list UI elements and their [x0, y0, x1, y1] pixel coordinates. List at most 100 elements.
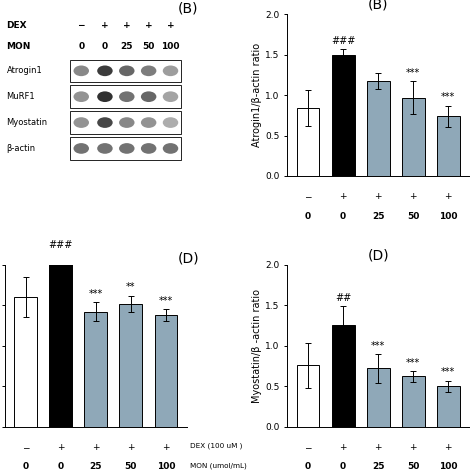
Ellipse shape: [97, 65, 113, 76]
Text: 100: 100: [439, 211, 457, 220]
Bar: [297, 365, 319, 427]
Text: 0: 0: [58, 462, 64, 471]
Title: (D): (D): [367, 248, 389, 262]
Text: ***: ***: [159, 296, 173, 306]
Text: +: +: [101, 21, 109, 30]
Text: DEX (100 uM ): DEX (100 uM ): [191, 443, 243, 449]
Bar: [332, 325, 355, 427]
Bar: [70, 60, 182, 82]
Text: +: +: [145, 21, 153, 30]
Text: −: −: [78, 21, 85, 30]
Text: 0: 0: [305, 462, 311, 471]
Text: +: +: [445, 443, 452, 452]
Y-axis label: Atrogin1/β-actin ratio: Atrogin1/β-actin ratio: [252, 43, 262, 147]
Text: ###: ###: [49, 240, 73, 250]
Text: ***: ***: [406, 357, 420, 367]
Text: 50: 50: [407, 462, 419, 471]
Text: 25: 25: [372, 211, 384, 220]
Text: MON: MON: [7, 42, 31, 51]
Text: 0: 0: [78, 42, 84, 51]
Text: ***: ***: [89, 289, 103, 299]
Text: 0: 0: [305, 211, 311, 220]
Ellipse shape: [163, 143, 178, 154]
Text: 25: 25: [90, 462, 102, 471]
Bar: [332, 55, 355, 176]
Text: ###: ###: [331, 36, 356, 46]
Ellipse shape: [73, 117, 89, 128]
Text: 0: 0: [102, 42, 108, 51]
Text: 50: 50: [143, 42, 155, 51]
Text: DEX: DEX: [7, 21, 27, 30]
Text: ***: ***: [371, 341, 385, 351]
Title: (B): (B): [368, 0, 388, 12]
Bar: [84, 312, 107, 427]
Text: MON (umol/mL): MON (umol/mL): [191, 462, 247, 469]
Ellipse shape: [73, 65, 89, 76]
Y-axis label: Myostatin/β -actin ratio: Myostatin/β -actin ratio: [252, 289, 262, 403]
Text: 100: 100: [156, 462, 175, 471]
Bar: [402, 376, 425, 427]
Text: 0: 0: [23, 462, 29, 471]
Ellipse shape: [163, 117, 178, 128]
Ellipse shape: [141, 91, 156, 102]
Text: MuRF1: MuRF1: [7, 92, 35, 101]
Text: +: +: [167, 21, 174, 30]
Text: ***: ***: [441, 367, 456, 377]
Text: +: +: [339, 443, 347, 452]
Ellipse shape: [73, 91, 89, 102]
Text: 100: 100: [439, 462, 457, 471]
Text: 50: 50: [407, 211, 419, 220]
Text: Atrogin1: Atrogin1: [7, 66, 42, 75]
Bar: [70, 85, 182, 108]
Bar: [437, 116, 460, 176]
Text: β-actin: β-actin: [7, 144, 36, 153]
Bar: [14, 297, 37, 427]
Text: 0: 0: [340, 211, 346, 220]
Text: +: +: [123, 21, 131, 30]
Text: +: +: [127, 443, 135, 452]
Ellipse shape: [163, 91, 178, 102]
Bar: [155, 315, 177, 427]
Text: (B): (B): [178, 1, 198, 15]
Text: +: +: [445, 192, 452, 201]
Ellipse shape: [119, 65, 135, 76]
Text: ***: ***: [441, 92, 456, 102]
Bar: [437, 386, 460, 427]
Bar: [70, 111, 182, 134]
Text: +: +: [339, 192, 347, 201]
Text: **: **: [126, 283, 136, 292]
Ellipse shape: [141, 143, 156, 154]
Bar: [119, 304, 142, 427]
Ellipse shape: [73, 143, 89, 154]
Text: 0: 0: [340, 462, 346, 471]
Bar: [70, 137, 182, 160]
Text: −: −: [304, 443, 312, 452]
Ellipse shape: [141, 117, 156, 128]
Ellipse shape: [119, 91, 135, 102]
Text: 50: 50: [125, 462, 137, 471]
Bar: [367, 82, 390, 176]
Text: −: −: [304, 192, 312, 201]
Bar: [367, 368, 390, 427]
Bar: [49, 257, 72, 427]
Text: Myostatin: Myostatin: [7, 118, 48, 127]
Text: 25: 25: [120, 42, 133, 51]
Text: (D): (D): [178, 252, 200, 266]
Text: +: +: [162, 443, 170, 452]
Text: −: −: [22, 443, 29, 452]
Text: 25: 25: [372, 462, 384, 471]
Ellipse shape: [97, 143, 113, 154]
Text: ##: ##: [335, 293, 351, 303]
Ellipse shape: [141, 65, 156, 76]
Ellipse shape: [119, 143, 135, 154]
Text: 100: 100: [161, 42, 180, 51]
Text: +: +: [410, 443, 417, 452]
Ellipse shape: [119, 117, 135, 128]
Text: +: +: [374, 443, 382, 452]
Text: +: +: [410, 192, 417, 201]
Ellipse shape: [97, 117, 113, 128]
Ellipse shape: [97, 91, 113, 102]
Text: +: +: [374, 192, 382, 201]
Text: +: +: [57, 443, 64, 452]
Ellipse shape: [163, 65, 178, 76]
